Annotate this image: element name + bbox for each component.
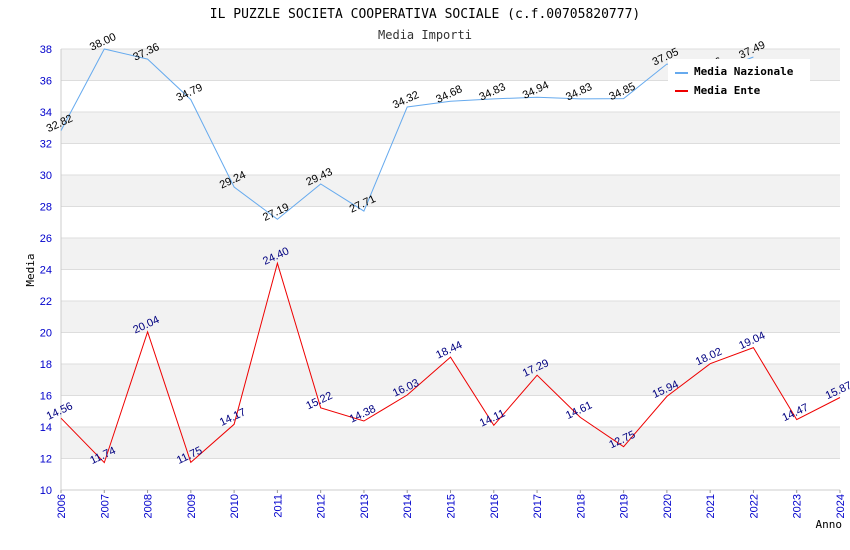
grid-band: [61, 238, 840, 270]
y-tick-label: 16: [40, 391, 52, 403]
chart-title: IL PUZZLE SOCIETA COOPERATIVA SOCIALE (c…: [210, 7, 640, 22]
x-tick-label: 2008: [143, 494, 155, 518]
grid-band: [61, 458, 840, 490]
legend-label-nazionale: Media Nazionale: [694, 65, 794, 78]
y-tick-label: 38: [40, 44, 52, 56]
legend: Media Nazionale Media Ente: [668, 59, 810, 105]
x-tick-label: 2024: [835, 494, 847, 518]
x-tick-label: 2010: [229, 494, 241, 518]
grid-band: [61, 395, 840, 427]
x-tick-label: 2009: [186, 494, 198, 518]
x-tick-label: 2017: [532, 494, 544, 518]
y-tick-label: 20: [40, 328, 52, 340]
x-tick-label: 2007: [99, 494, 111, 518]
y-tick-label: 34: [40, 107, 52, 119]
y-tick-label: 32: [40, 139, 52, 151]
x-tick-label: 2018: [575, 494, 587, 518]
y-tick-label: 30: [40, 170, 52, 182]
grid-band: [61, 112, 840, 144]
grid-band: [61, 427, 840, 459]
y-tick-label: 26: [40, 233, 52, 245]
grid-band: [61, 301, 840, 333]
y-tick-labels: 10 12 14 16 18 20 22 24 26 28 30 32 34 36 38: [40, 44, 52, 497]
x-tick-label: 2022: [748, 494, 760, 518]
x-tick-label: 2021: [705, 494, 717, 518]
grid-band: [61, 364, 840, 396]
grid-band: [61, 143, 840, 175]
y-tick-label: 28: [40, 202, 52, 214]
x-tick-label: 2006: [56, 494, 68, 518]
grid-band: [61, 332, 840, 364]
x-tick-label: 2015: [446, 494, 458, 518]
series-line-media-nazionale: [60, 48, 754, 220]
x-tick-labels: 2006 2007 2008 2009 2010 2011 2012 2013 2014 2015…: [56, 490, 847, 518]
y-tick-label: 18: [40, 359, 52, 371]
chart-subtitle: Media Importi: [378, 28, 472, 42]
y-tick-label: 24: [40, 265, 52, 277]
y-axis-label: Media: [24, 253, 37, 286]
y-tick-label: 14: [40, 422, 52, 434]
x-tick-label: 2019: [619, 494, 631, 518]
x-tick-label: 2023: [792, 494, 804, 518]
x-axis-label: Anno: [816, 518, 843, 531]
grid-bands: [61, 49, 840, 490]
grid-band: [61, 206, 840, 238]
legend-label-ente: Media Ente: [694, 84, 761, 97]
x-tick-label: 2020: [662, 494, 674, 518]
series-line-media-ente: [60, 261, 841, 464]
x-tick-label: 2013: [359, 494, 371, 518]
y-tick-label: 12: [40, 454, 52, 466]
legend-box: [668, 59, 810, 105]
x-tick-label: 2012: [316, 494, 328, 518]
y-tick-label: 10: [40, 485, 52, 497]
x-tick-label: 2011: [272, 494, 284, 518]
grid-band: [61, 269, 840, 301]
y-tick-label: 36: [40, 76, 52, 88]
x-tick-label: 2014: [402, 494, 414, 518]
grid-band: [61, 175, 840, 207]
x-tick-label: 2016: [489, 494, 501, 518]
y-tick-label: 22: [40, 296, 52, 308]
series-lines: [60, 48, 841, 464]
